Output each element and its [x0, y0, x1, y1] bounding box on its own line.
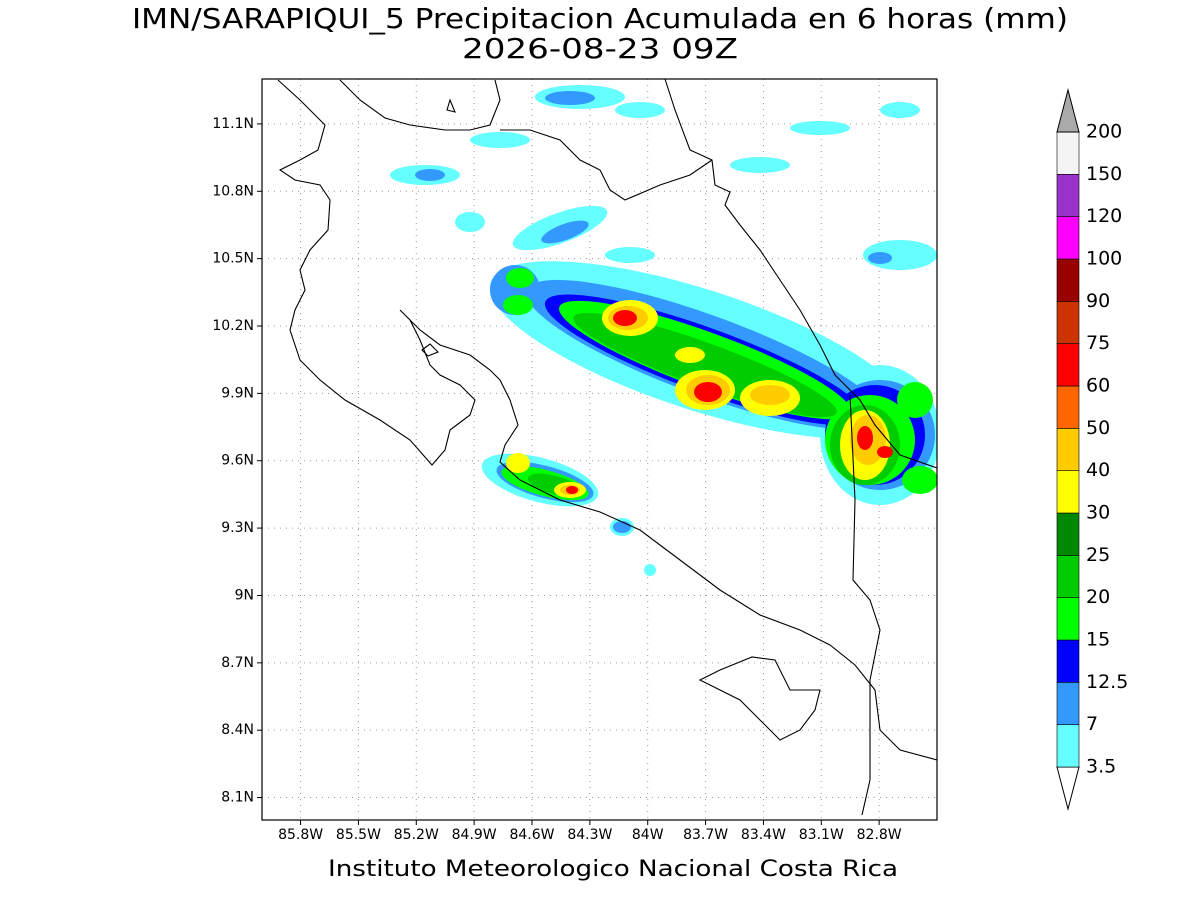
colorbar-label: 7	[1086, 713, 1098, 735]
colorbar-box	[1056, 639, 1080, 683]
colorbar-label: 150	[1086, 163, 1122, 185]
lon-tick-label: 85.8W	[278, 827, 323, 843]
lon-tick-label: 85.5W	[336, 827, 381, 843]
colorbar-box	[1056, 131, 1080, 175]
map-frame	[261, 78, 938, 821]
lon-tick-label: 84.3W	[567, 827, 612, 843]
colorbar-label: 75	[1086, 332, 1110, 354]
lon-tick-label: 85.2W	[394, 827, 439, 843]
colorbar-box	[1056, 174, 1080, 217]
lon-tick-label: 84W	[632, 827, 664, 843]
lat-tick-label: 9.9N	[221, 385, 254, 401]
colorbar-label: 3.5	[1086, 756, 1116, 778]
colorbar-box	[1056, 597, 1080, 641]
colorbar-label: 20	[1086, 586, 1110, 608]
lon-tick-label: 82.8W	[857, 827, 902, 843]
colorbar-label: 60	[1086, 375, 1110, 397]
colorbar-box	[1056, 724, 1080, 768]
colorbar-label: 200	[1086, 121, 1122, 143]
lat-tick-label: 9N	[235, 587, 254, 603]
lat-tick-label: 10.8N	[212, 183, 254, 199]
colorbar-box	[1056, 216, 1080, 260]
colorbar-box	[1056, 428, 1080, 471]
colorbar-box	[1056, 343, 1080, 387]
colorbar-label: 40	[1086, 459, 1110, 481]
colorbar: 3.5 7 12.5 15 20 25 30 40 50 60 75 90 100 120 150 200	[1056, 88, 1128, 811]
title: IMN/SARAPIQUI_5 Precipitacion Acumulada …	[132, 2, 1068, 35]
lon-tick-label: 83.7W	[683, 827, 728, 843]
colorbar-label: 25	[1086, 544, 1110, 566]
lon-tick-label: 83.4W	[741, 827, 786, 843]
grid: 85.8W 85.5W 85.2W 84.9W 84.6W 84.3W 84W 83.7W 83…	[212, 79, 937, 843]
lon-tick-label: 84.6W	[509, 827, 554, 843]
colorbar-box	[1056, 385, 1080, 429]
lat-tick-label: 8.1N	[221, 790, 254, 806]
colorbar-label: 50	[1086, 417, 1110, 439]
lon-tick-label: 83.1W	[799, 827, 844, 843]
footer: Instituto Meteorologico Nacional Costa R…	[328, 857, 898, 882]
lat-tick-label: 8.7N	[221, 655, 254, 671]
colorbar-label: 12.5	[1086, 671, 1128, 693]
lat-tick-label: 10.2N	[212, 318, 254, 334]
subtitle: 2026-08-23 09Z	[462, 32, 738, 65]
colorbar-box	[1056, 682, 1080, 725]
lat-tick-label: 10.5N	[212, 251, 254, 267]
colorbar-box	[1056, 512, 1080, 556]
colorbar-box	[1056, 555, 1080, 598]
lat-tick-label: 11.1N	[212, 116, 254, 132]
colorbar-below	[1056, 766, 1080, 811]
colorbar-box	[1056, 301, 1080, 344]
coastline	[277, 79, 937, 816]
lat-tick-label: 9.6N	[221, 453, 254, 469]
colorbar-box	[1056, 258, 1080, 302]
colorbar-label: 30	[1086, 502, 1110, 524]
colorbar-above	[1056, 88, 1080, 133]
lon-tick-label: 84.9W	[452, 827, 497, 843]
colorbar-label: 90	[1086, 290, 1110, 312]
colorbar-label: 100	[1086, 248, 1122, 270]
colorbar-label: 15	[1086, 629, 1110, 651]
lat-tick-label: 8.4N	[221, 722, 254, 738]
colorbar-label: 120	[1086, 205, 1122, 227]
precip	[390, 85, 937, 576]
colorbar-box	[1056, 470, 1080, 514]
lat-tick-label: 9.3N	[221, 520, 254, 536]
